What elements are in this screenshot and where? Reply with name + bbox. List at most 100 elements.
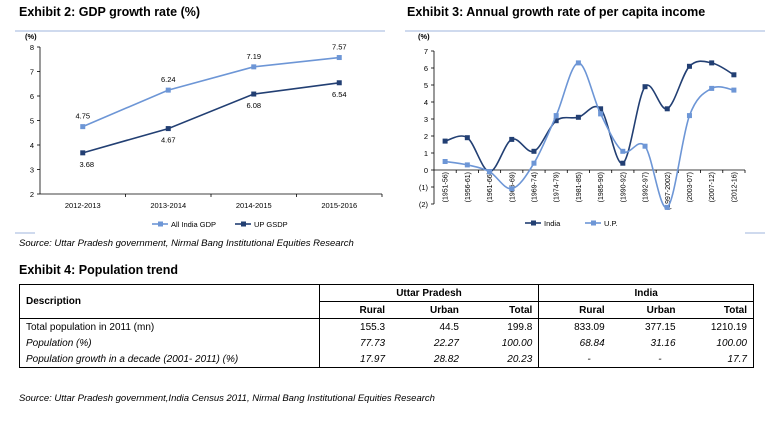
x-tick-label-1961-66: (1961-66) xyxy=(487,172,494,202)
legend-marker-up xyxy=(591,220,596,226)
legend-marker-india xyxy=(531,220,536,226)
data-point-up-gsdp xyxy=(165,126,171,132)
per-capita-income-chart: (%) (2) (1) 0 1 2 3 4 5 6 7 (1951-56) (1956-61) (196… xyxy=(405,30,765,234)
y-unit-label: (%) xyxy=(25,32,37,41)
table-cell: 17.97 xyxy=(318,351,392,368)
x-tick-label-2012-2013: 2012-2013 xyxy=(65,201,101,210)
table-row: Population growth in a decade (2001- 201… xyxy=(19,351,754,368)
series-line-all-india-gdp xyxy=(82,56,340,128)
sub-header-up-total: Total xyxy=(464,301,539,319)
data-point-india xyxy=(664,106,670,112)
data-point-india xyxy=(553,118,559,124)
series-line-u-p xyxy=(444,62,735,209)
table-cell: 22.27 xyxy=(433,337,459,349)
x-tick-label-1992-97: (1992-97) xyxy=(643,172,650,202)
group-header-india: India xyxy=(538,284,754,302)
sub-header-india-urban: Urban xyxy=(610,301,682,319)
x-tick-label-1969-74: (1969-74) xyxy=(531,172,538,202)
y-tick-label-7: 7 xyxy=(424,47,428,56)
y-tick-label-7: 7 xyxy=(30,67,34,76)
data-point-up-gsdp xyxy=(336,80,342,86)
sub-header-india-total: Total xyxy=(681,301,754,319)
population-trend-table: Description Uttar Pradesh India Rural Ur… xyxy=(19,284,754,368)
table-cell: 100.00 xyxy=(681,335,754,351)
data-point-all-india-gdp xyxy=(251,64,257,70)
sub-header-india-rural: Rural xyxy=(538,301,611,319)
data-label-up-gsdp: 4.67 xyxy=(161,136,176,145)
y-tick-label-5: 5 xyxy=(424,81,428,90)
group-header-uttar-pradesh: Uttar Pradesh xyxy=(318,284,539,302)
description-header: Description xyxy=(19,284,320,319)
table-cell: 1210.19 xyxy=(681,318,754,335)
series-line-india xyxy=(444,60,735,173)
y-tick-label-2: 2 xyxy=(424,132,428,141)
x-tick-label-2014-2015: 2014-2015 xyxy=(236,201,272,210)
table-cell: - xyxy=(610,351,682,368)
table-cell: 100.00 xyxy=(501,337,533,349)
y-tick-label-6: 6 xyxy=(424,64,428,73)
data-point-all-india-gdp xyxy=(336,55,342,61)
table-group-header-row: Description Uttar Pradesh India xyxy=(19,284,754,319)
data-point-u-p xyxy=(464,162,470,168)
data-point-india xyxy=(509,136,515,142)
source-note-charts: Source: Uttar Pradesh government, Nirmal… xyxy=(19,238,354,249)
x-tick-label-1997-2002: (1997-2002) xyxy=(665,172,672,210)
data-label-all-india-gdp: 6.24 xyxy=(161,75,176,84)
x-tick-label-2012-16: (2012-16) xyxy=(731,172,738,202)
x-tick-label-2007-12: (2007-12) xyxy=(709,172,716,202)
data-point-india xyxy=(531,148,537,154)
y-tick-label-3: 3 xyxy=(424,115,428,124)
x-tick-label-1981-85: (1981-85) xyxy=(576,172,583,202)
data-point-india xyxy=(731,72,737,78)
y-tick-label-4: 4 xyxy=(424,98,428,107)
row-label: Population growth in a decade (2001- 201… xyxy=(19,351,320,368)
data-label-up-gsdp: 3.68 xyxy=(79,160,94,169)
table-cell: - xyxy=(538,351,611,368)
table-row: Population (%) 77.73 22.27 100.00 68.84 … xyxy=(19,335,754,351)
y-tick-label-2: (2) xyxy=(419,200,429,209)
y-tick-label-5: 5 xyxy=(30,116,34,125)
data-point-u-p xyxy=(575,60,581,66)
y-tick-label-1: 1 xyxy=(424,149,428,158)
data-point-india xyxy=(464,135,470,141)
y-tick-label-1: (1) xyxy=(419,183,429,192)
x-tick-label-1974-79: (1974-79) xyxy=(554,172,561,202)
data-point-u-p xyxy=(686,113,692,119)
table-cell: 199.8 xyxy=(507,321,533,333)
exhibit2-title: Exhibit 2: GDP growth rate (%) xyxy=(19,5,201,19)
table-cell: 20.23 xyxy=(464,351,539,368)
data-point-up-gsdp xyxy=(251,91,257,97)
data-point-u-p xyxy=(531,160,537,166)
legend-marker-all-india xyxy=(158,221,163,227)
data-point-india xyxy=(642,84,648,90)
sub-header-up-urban: Urban xyxy=(391,301,465,319)
data-point-u-p xyxy=(664,204,670,210)
x-tick-label-2013-2014: 2013-2014 xyxy=(150,201,186,210)
data-point-india xyxy=(575,114,581,120)
data-point-u-p xyxy=(642,143,648,149)
y-tick-label-3: 3 xyxy=(30,165,34,174)
data-point-u-p xyxy=(709,85,715,91)
gdp-growth-chart: (%) 2 3 4 5 6 7 8 2012-2013 2013-2014 2014-2015 20… xyxy=(15,30,385,234)
data-label-all-india-gdp: 4.75 xyxy=(75,112,90,121)
data-point-india xyxy=(442,138,448,144)
table-cell: 17.7 xyxy=(681,351,754,368)
table-cell: 44.5 xyxy=(439,321,459,333)
table-cell: 68.84 xyxy=(538,335,611,351)
data-point-india xyxy=(598,106,604,112)
table-cell: 77.73 xyxy=(318,335,392,351)
table-cell: 28.82 xyxy=(391,351,465,368)
x-tick-label-1956-61: (1956-61) xyxy=(465,172,472,202)
table-cell: 377.15 xyxy=(644,321,676,333)
data-label-up-gsdp: 6.08 xyxy=(246,101,261,110)
data-point-india xyxy=(709,60,715,66)
legend-up-gsdp: UP GSDP xyxy=(254,220,288,229)
data-point-u-p xyxy=(731,87,737,93)
exhibit3-title: Exhibit 3: Annual growth rate of per cap… xyxy=(407,5,706,19)
table-row: Total population in 2011 (mn) 155.3 44.5… xyxy=(19,318,754,335)
data-point-all-india-gdp xyxy=(165,87,171,93)
x-tick-label-1990-92: (1990-92) xyxy=(620,172,627,202)
series-line-up-gsdp xyxy=(82,81,340,154)
table-cell: 31.16 xyxy=(650,337,676,349)
data-label-all-india-gdp: 7.57 xyxy=(332,43,347,52)
